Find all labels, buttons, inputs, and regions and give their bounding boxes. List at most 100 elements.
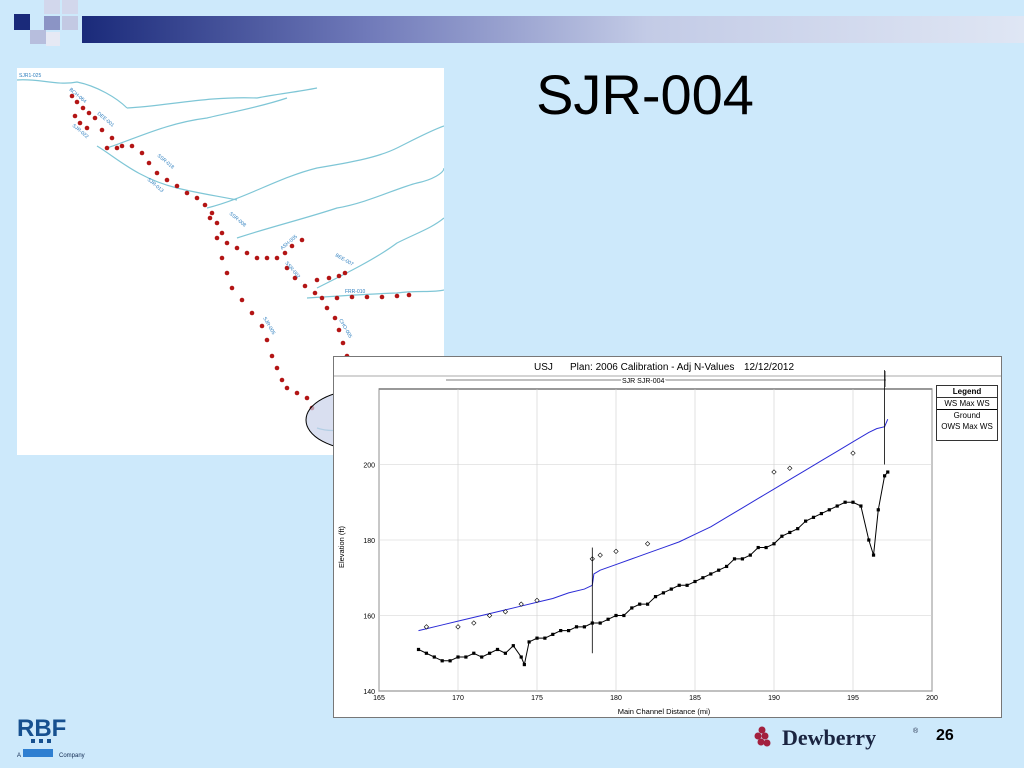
ground-point xyxy=(543,636,547,640)
banner-square-light xyxy=(46,32,60,46)
ows-point xyxy=(850,450,856,456)
x-tick-label: 190 xyxy=(768,695,780,702)
ground-point xyxy=(638,602,642,606)
ground-point xyxy=(772,542,776,546)
x-tick-label: 175 xyxy=(531,695,543,702)
chart-legend: Legend WS Max WS Ground OWS Max WS xyxy=(936,385,998,441)
map-label: FRR-010 xyxy=(345,289,366,295)
chart-svg: USJ Plan: 2006 Calibration - Adj N-Value… xyxy=(334,357,1001,716)
banner-square-light xyxy=(30,30,46,44)
ground-point xyxy=(709,572,713,576)
banner-square-light xyxy=(62,0,78,14)
ows-point xyxy=(613,548,619,554)
svg-text:A: A xyxy=(17,753,21,759)
banner-square-mid xyxy=(62,16,78,30)
x-tick-label: 170 xyxy=(452,695,464,702)
chart-plan: Plan: 2006 Calibration - Adj N-Values xyxy=(570,362,734,373)
ground-point xyxy=(851,500,855,504)
svg-text:®: ® xyxy=(913,727,919,735)
map-label: DEE-001 xyxy=(96,111,116,129)
ground-point xyxy=(827,508,831,512)
ground-point xyxy=(582,625,586,629)
ows-point xyxy=(771,469,777,475)
chart-reach-label: SJR SJR-004 xyxy=(622,378,665,385)
dewberry-logo: Dewberry ® xyxy=(752,722,927,752)
ows-point xyxy=(486,612,493,619)
ground-point xyxy=(886,470,890,474)
map-label: BEE-007 xyxy=(334,253,355,268)
ws-max-line xyxy=(418,419,889,632)
map-label: SSR-008 xyxy=(228,211,248,229)
y-tick-label: 140 xyxy=(363,689,375,696)
ground-point xyxy=(796,527,800,531)
x-axis-label: Main Channel Distance (mi) xyxy=(618,707,711,716)
x-tick-label: 200 xyxy=(926,695,938,702)
x-tick-label: 185 xyxy=(689,695,701,702)
ows-point xyxy=(502,609,509,615)
ground-point xyxy=(503,651,507,655)
x-tick-label: 180 xyxy=(610,695,622,702)
top-banner xyxy=(0,0,1024,48)
ground-point xyxy=(876,508,880,512)
ground-point xyxy=(653,595,658,599)
x-tick-label: 165 xyxy=(373,695,385,702)
ground-point xyxy=(867,538,871,542)
y-tick-label: 160 xyxy=(363,614,375,621)
ground-point xyxy=(606,617,610,621)
ground-point xyxy=(835,504,839,508)
ground-point xyxy=(614,613,618,618)
ground-point xyxy=(559,629,563,633)
ground-point xyxy=(764,545,768,550)
ground-point xyxy=(725,564,729,569)
banner-gradient xyxy=(82,16,1024,43)
ground-point xyxy=(701,576,705,580)
slide-title: SJR-004 xyxy=(536,63,754,126)
ground-point xyxy=(511,644,515,648)
ground-point xyxy=(432,655,436,659)
ground-point xyxy=(630,606,634,610)
ground-point xyxy=(717,568,721,572)
chart-date: 12/12/2012 xyxy=(744,362,794,373)
legend-item-ws: WS Max WS xyxy=(944,399,990,408)
svg-text:Dewberry: Dewberry xyxy=(782,725,876,750)
ground-point xyxy=(551,632,555,636)
ows-point xyxy=(471,620,477,626)
ground-point xyxy=(464,655,468,659)
ground-point xyxy=(598,621,602,625)
ows-point xyxy=(534,597,540,604)
ground-point xyxy=(567,629,571,633)
elevation-profile-chart: USJ Plan: 2006 Calibration - Adj N-Value… xyxy=(333,356,1002,718)
ows-point xyxy=(644,541,651,547)
ground-point xyxy=(622,613,626,618)
ows-point xyxy=(423,624,430,630)
ground-point xyxy=(424,651,428,655)
ground-point xyxy=(472,651,476,655)
map-label: SJR-013 xyxy=(146,177,165,194)
ground-point xyxy=(646,602,650,606)
ground-point xyxy=(871,553,876,557)
svg-text:Company: Company xyxy=(59,753,85,759)
ground-point xyxy=(574,625,579,629)
ground-point xyxy=(859,504,863,508)
map-label: SJR1-025 xyxy=(19,73,41,79)
ground-point xyxy=(819,511,823,516)
ows-point xyxy=(787,465,793,471)
rbf-logo: RBF A Company xyxy=(15,712,95,762)
ground-point xyxy=(535,636,539,640)
ground-point xyxy=(677,583,681,587)
banner-square-dark xyxy=(14,14,30,30)
ground-point xyxy=(456,655,460,659)
ground-point xyxy=(780,534,784,538)
y-tick-label: 200 xyxy=(363,463,375,470)
ground-point xyxy=(811,515,816,519)
y-tick-label: 180 xyxy=(363,538,375,545)
ground-point xyxy=(748,553,752,557)
y-axis-label: Elevation (ft) xyxy=(337,525,346,568)
legend-title: Legend xyxy=(937,386,997,398)
ground-point xyxy=(756,545,760,550)
ground-point xyxy=(519,655,523,659)
banner-square-light xyxy=(44,0,60,14)
ground-point xyxy=(488,651,492,655)
ground-point xyxy=(669,587,673,591)
map-label: SJR-022 xyxy=(71,123,90,140)
